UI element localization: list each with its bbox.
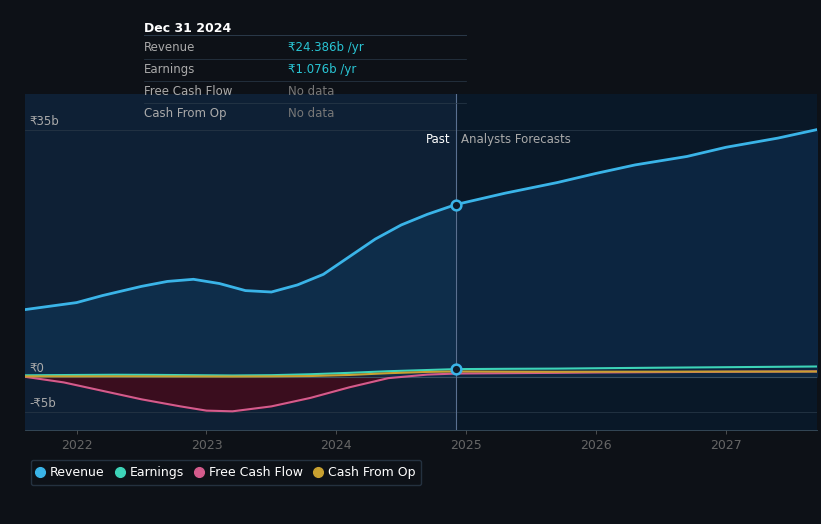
Text: Revenue: Revenue	[144, 41, 195, 54]
Text: ₹35b: ₹35b	[30, 115, 60, 128]
Text: Analysts Forecasts: Analysts Forecasts	[461, 133, 571, 146]
Text: Earnings: Earnings	[144, 63, 195, 76]
Text: -₹5b: -₹5b	[30, 397, 57, 410]
Text: Free Cash Flow: Free Cash Flow	[144, 85, 232, 98]
Text: Dec 31 2024: Dec 31 2024	[144, 21, 232, 35]
Text: Past: Past	[426, 133, 451, 146]
Bar	[25, 94, 456, 430]
Text: No data: No data	[287, 106, 334, 119]
Text: ₹1.076b /yr: ₹1.076b /yr	[287, 63, 355, 76]
Text: Cash From Op: Cash From Op	[144, 106, 227, 119]
Text: No data: No data	[287, 85, 334, 98]
Legend: Revenue, Earnings, Free Cash Flow, Cash From Op: Revenue, Earnings, Free Cash Flow, Cash …	[31, 460, 421, 485]
Bar	[456, 94, 817, 430]
Text: ₹24.386b /yr: ₹24.386b /yr	[287, 41, 363, 54]
Text: ₹0: ₹0	[30, 362, 44, 375]
